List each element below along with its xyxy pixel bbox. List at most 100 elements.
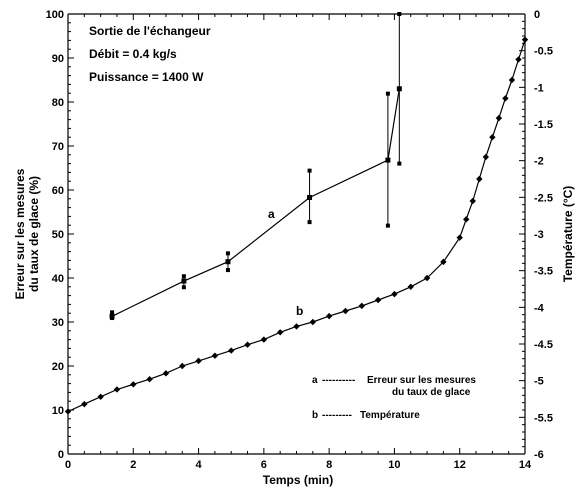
- series-b-point: [81, 400, 88, 408]
- y2-tick-label: -3: [534, 229, 544, 241]
- y2-tick-label: -2: [534, 156, 544, 168]
- series-b-point: [244, 341, 251, 348]
- y-tick-label: 0: [58, 449, 64, 461]
- series-b-point: [391, 290, 398, 298]
- series-b-point: [293, 323, 300, 330]
- annotation-debit: Débit = 0.4 kg/s: [89, 47, 177, 61]
- x-tick-label: 10: [388, 459, 400, 471]
- y-tick-label: 70: [52, 141, 64, 153]
- series-b-point: [358, 302, 365, 310]
- y-tick-label: 40: [52, 273, 64, 285]
- legend-dashes-b: ---------: [322, 410, 352, 421]
- series-a-point: [307, 194, 313, 200]
- series-b-point: [440, 258, 447, 266]
- series-b-point: [423, 274, 431, 282]
- x-tick-label: 12: [454, 459, 466, 471]
- series-b-point: [489, 134, 496, 141]
- series-a-point: [109, 313, 115, 319]
- series-b-point: [482, 153, 490, 161]
- series-b-point: [342, 307, 349, 315]
- y-tick-label: 50: [52, 229, 64, 241]
- x-tick-label: 8: [326, 459, 332, 471]
- series-b-point: [476, 175, 483, 183]
- series-b-point: [228, 347, 235, 354]
- y-tick-label: 100: [46, 9, 64, 21]
- curve-label-a: a: [268, 207, 275, 221]
- legend-text-b: Température: [360, 410, 420, 421]
- legend-dashes-a: ----------: [322, 375, 355, 386]
- legend: a ---------- Erreur sur les mesures du t…: [312, 375, 476, 421]
- plot-frame: [67, 13, 526, 455]
- series-a-error-cap-high: [385, 91, 390, 96]
- series-b-point: [162, 370, 170, 377]
- series-b-point: [456, 234, 463, 241]
- x-tick-label: 14: [519, 459, 532, 471]
- series-b-point: [195, 357, 202, 365]
- y-tick-label: 80: [52, 97, 64, 109]
- y-tick-label: 10: [52, 405, 64, 417]
- annotation-puissance: Puissance = 1400 W: [89, 70, 204, 84]
- series-a-point: [181, 278, 187, 284]
- series-b-point: [508, 76, 516, 84]
- series-a-point: [225, 259, 231, 265]
- y2-tick-label: -4.5: [534, 339, 553, 351]
- y2-tick-label: -0.5: [534, 46, 553, 58]
- y2-tick-label: -4: [534, 302, 545, 314]
- y2-tick-label: 0: [534, 9, 540, 21]
- y2-tick-label: -1: [534, 82, 544, 94]
- series-a-point: [396, 86, 402, 92]
- y-axis-title-line2: du taux de glace (%): [27, 176, 41, 292]
- legend-text-a-line2: du taux de glace: [392, 387, 471, 398]
- x-tick-label: 2: [130, 459, 136, 471]
- series-a-error-cap-low: [225, 268, 230, 273]
- y2-tick-label: -6: [534, 449, 544, 461]
- series-b-point: [502, 95, 509, 102]
- legend-text-a-line1: Erreur sur les mesures: [367, 375, 476, 386]
- series-a-point: [385, 157, 391, 163]
- series-a-line: [111, 88, 400, 317]
- curve-label-b: b: [296, 304, 303, 318]
- series-a-error-cap-low: [181, 285, 186, 290]
- series-b-point: [276, 329, 284, 336]
- series-b-point: [469, 197, 476, 205]
- series-a-error-cap-high: [110, 310, 115, 315]
- y-tick-label: 90: [52, 53, 64, 65]
- y2-tick-label: -5: [534, 376, 544, 388]
- series-b-point: [179, 362, 186, 370]
- series-b-point: [97, 393, 104, 400]
- y2-axis-title: Température (°C): [561, 186, 575, 283]
- y-tick-label: 20: [52, 361, 64, 373]
- series-b-point: [309, 318, 317, 326]
- series-b-point: [407, 283, 414, 290]
- x-tick-label: 4: [196, 459, 203, 471]
- series-a-error-cap-low: [397, 161, 402, 166]
- series-b-point: [146, 376, 153, 383]
- y-tick-label: 30: [52, 317, 64, 329]
- series-a-error-cap-low: [385, 223, 390, 228]
- series-b-point: [495, 114, 503, 122]
- series-a-error-cap-low: [307, 220, 312, 225]
- series-b-point: [515, 56, 522, 63]
- series-b-point: [325, 312, 333, 320]
- legend-key-a: a: [312, 375, 318, 386]
- y2-tick-label: -1.5: [534, 119, 553, 131]
- legend-key-b: b: [312, 410, 318, 421]
- x-axis-title: Temps (min): [263, 473, 333, 487]
- y-tick-label: 60: [52, 185, 64, 197]
- series-a-error-cap-high: [181, 274, 186, 279]
- series-b-point: [130, 381, 137, 388]
- series-b-point: [463, 216, 470, 223]
- x-tick-label: 0: [65, 459, 71, 471]
- y-axis-title-line1: Erreur sur les mesures: [13, 168, 27, 299]
- series-b-point: [260, 336, 268, 343]
- series-a-error-cap-high: [225, 251, 230, 256]
- y2-tick-label: -5.5: [534, 412, 553, 424]
- series-a-error-cap-high: [307, 168, 312, 173]
- series-b-line: [67, 39, 526, 413]
- series-b-point: [374, 296, 382, 304]
- y2-tick-label: -2.5: [534, 192, 553, 204]
- y2-tick-label: -3.5: [534, 266, 553, 278]
- series-b-point: [113, 386, 121, 393]
- annotation-sortie: Sortie de l'échangeur: [89, 24, 211, 38]
